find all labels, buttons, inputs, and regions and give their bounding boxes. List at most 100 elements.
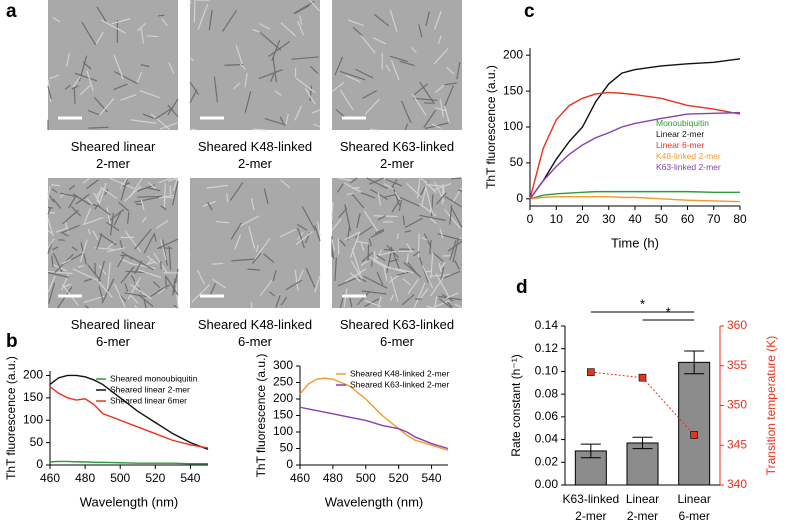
fibril — [98, 264, 107, 276]
fibril — [431, 300, 450, 309]
fibril — [402, 215, 405, 226]
fibril — [446, 301, 453, 308]
fibril — [248, 225, 256, 249]
y-tick-label: 0 — [516, 191, 523, 205]
fibril — [430, 194, 434, 217]
fibril — [51, 188, 58, 194]
fibril — [335, 108, 345, 118]
y-tick-label: 345 — [727, 437, 747, 451]
fibril — [75, 193, 90, 205]
series-line — [529, 58, 741, 200]
fibril — [61, 258, 72, 265]
series-line — [49, 460, 208, 465]
x-tick-label: 540 — [180, 471, 200, 485]
fibril — [252, 128, 266, 131]
fibril — [113, 83, 128, 91]
fibril — [396, 232, 399, 240]
fibril — [222, 9, 238, 32]
fibril — [229, 182, 244, 201]
fibril — [86, 198, 93, 206]
fibril — [367, 244, 370, 261]
x-tick-label: 20 — [576, 212, 590, 226]
fibril — [444, 85, 454, 107]
fibril — [167, 177, 179, 182]
fibril — [410, 47, 417, 54]
fibril — [438, 262, 442, 273]
series-line — [529, 91, 741, 199]
fibril — [391, 197, 402, 213]
fibril — [304, 88, 316, 105]
fibril — [124, 283, 129, 292]
fibril — [87, 228, 91, 235]
fibril — [124, 230, 142, 253]
fibril — [66, 52, 71, 67]
fibril — [428, 184, 443, 187]
fibril — [444, 82, 457, 86]
fibril — [213, 76, 218, 103]
fibril — [309, 85, 313, 102]
fibril — [419, 214, 446, 221]
fibril — [376, 254, 386, 262]
fibril — [82, 61, 92, 70]
fibril — [440, 266, 445, 281]
fibril — [351, 193, 365, 209]
fibril — [70, 206, 82, 217]
fibril — [96, 278, 113, 299]
legend-label: K63-linked 2-mer — [656, 162, 721, 172]
image-caption: Sheared linear 2-mer — [70, 139, 156, 171]
fibril — [364, 299, 382, 308]
fibril — [280, 296, 288, 306]
fibril — [106, 261, 111, 290]
x-tick-label: 60 — [681, 212, 695, 226]
fibril — [446, 292, 459, 299]
fibril — [172, 278, 176, 296]
fibril — [425, 11, 430, 27]
fibril — [96, 187, 104, 197]
y-tick-label: 0.04 — [535, 432, 559, 446]
fibril — [434, 83, 447, 93]
fibril — [64, 84, 71, 90]
fibril — [385, 64, 391, 73]
fibril — [134, 281, 140, 288]
fibril — [113, 283, 126, 308]
fibril — [168, 62, 175, 74]
fibril — [147, 181, 157, 190]
fibril — [226, 193, 229, 203]
fibril — [47, 85, 52, 100]
bar — [678, 361, 711, 486]
fibril — [96, 6, 107, 22]
fibril — [343, 288, 348, 308]
fibril — [162, 239, 168, 266]
fibril — [389, 9, 398, 32]
fibril — [457, 189, 463, 193]
y-tick-label: 0.00 — [535, 477, 559, 491]
fibril — [60, 224, 80, 234]
fibril — [383, 266, 388, 282]
fibril — [167, 98, 179, 116]
fibril — [456, 61, 461, 80]
fibril — [356, 213, 361, 229]
fibril — [191, 128, 198, 131]
fibril — [280, 22, 297, 37]
fibril — [47, 230, 54, 235]
fibril — [372, 37, 387, 45]
fibril — [100, 186, 118, 199]
fibril — [129, 177, 143, 198]
y-tick-label: 100 — [503, 119, 523, 133]
fibril — [361, 290, 387, 295]
fibril — [47, 206, 53, 209]
fibril — [98, 285, 104, 301]
fibril — [406, 243, 413, 252]
fibril — [107, 247, 126, 253]
fibril — [142, 113, 155, 120]
fibril — [269, 291, 276, 297]
y-tick-label: 0.12 — [535, 341, 559, 355]
fibril — [156, 238, 179, 250]
fibril — [432, 182, 452, 192]
fibril — [400, 100, 412, 124]
fibril — [425, 187, 433, 213]
fibril — [314, 275, 321, 293]
fibril — [72, 75, 82, 88]
fibril — [86, 179, 99, 190]
fibril — [197, 4, 209, 31]
